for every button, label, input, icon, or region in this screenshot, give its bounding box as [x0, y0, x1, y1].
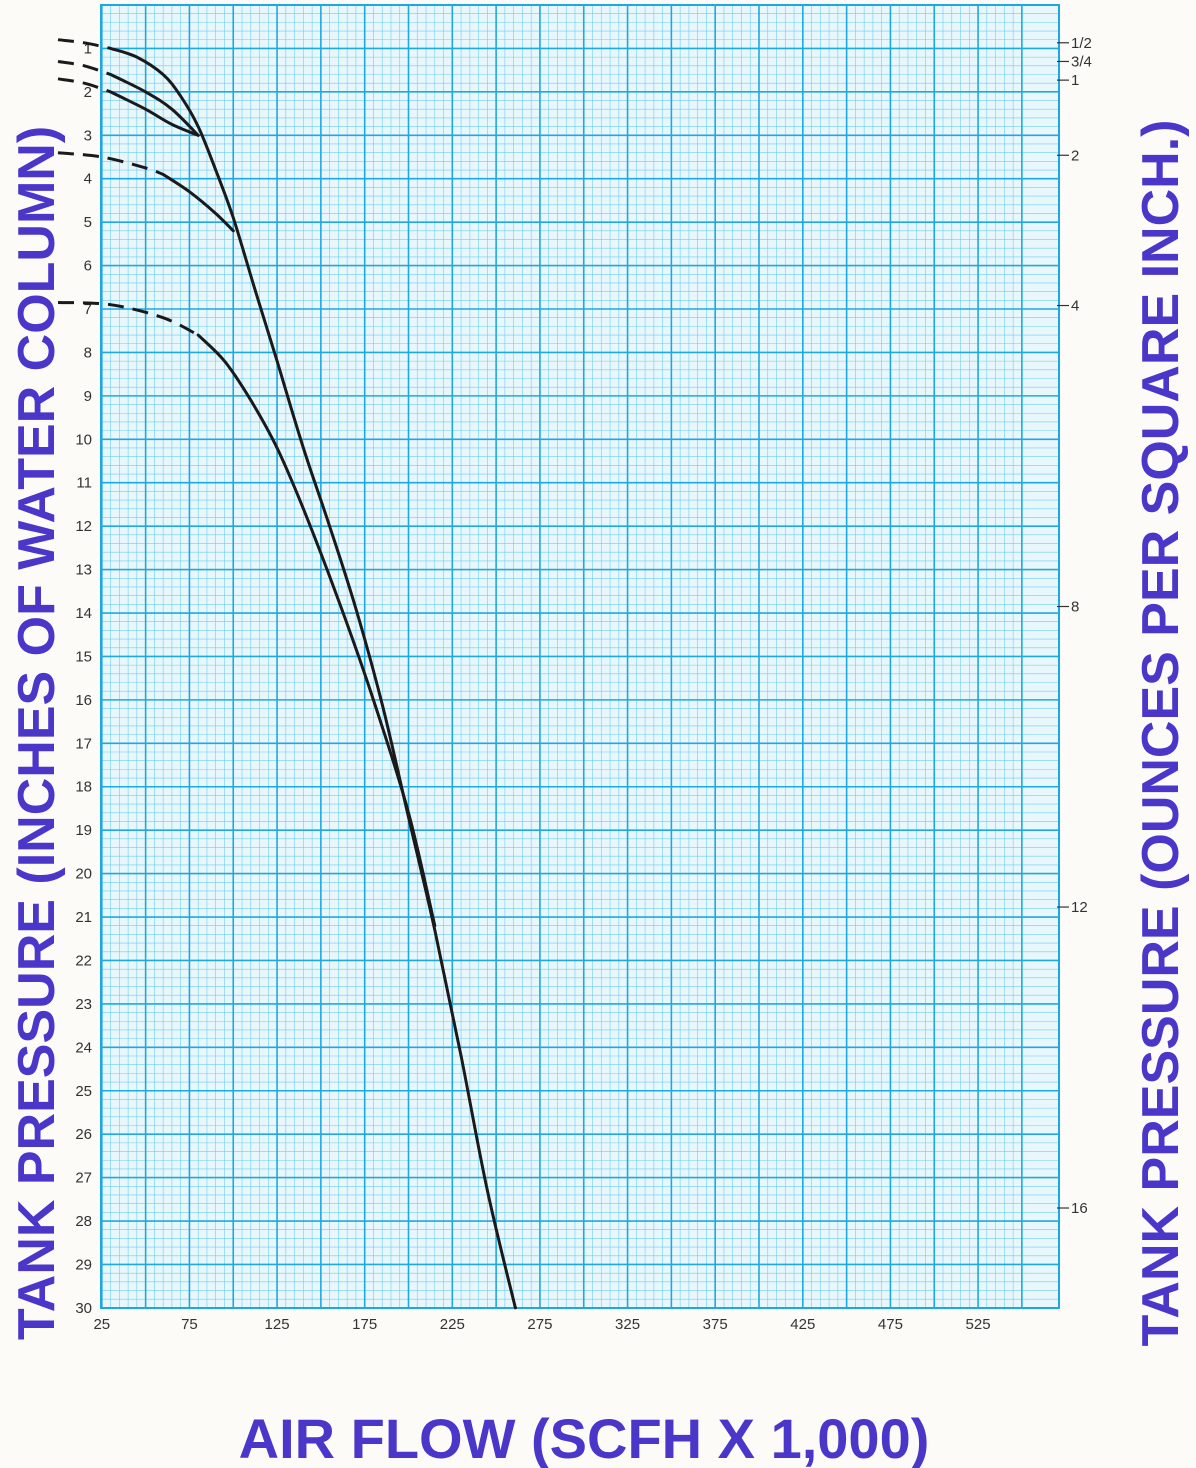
y2-tick-label: 8 [1071, 599, 1079, 616]
y2-tick-label: 2 [1071, 147, 1079, 164]
y-tick-label: 16 [75, 692, 92, 709]
y-tick-label: 26 [75, 1126, 92, 1143]
x-tick-label: 325 [615, 1316, 640, 1333]
x-tick-label: 375 [703, 1316, 728, 1333]
plot-frame [100, 4, 1060, 1309]
y-tick-label: 14 [75, 605, 92, 622]
grid-major [101, 4, 1059, 1309]
y2-axis-title: TANK PRESSURE (OUNCES PER SQUARE INCH.) [1132, 120, 1190, 1347]
y-tick-label: 27 [75, 1170, 92, 1187]
y-tick-labels: 1234567891011121314151617181920212223242… [75, 40, 92, 1316]
y-tick-label: 29 [75, 1256, 92, 1273]
y-tick-label: 12 [75, 518, 92, 535]
y-tick-label: 13 [75, 562, 92, 579]
y2-tick-label: 16 [1071, 1200, 1088, 1217]
y2-tick-label: 3/4 [1071, 53, 1092, 70]
y-tick-label: 18 [75, 779, 92, 796]
x-axis-title: AIR FLOW (SCFH X 1,000) [239, 1407, 930, 1468]
curve-5-dashed-segment [57, 301, 199, 337]
y-tick-label: 24 [75, 1039, 92, 1056]
y-tick-label: 28 [75, 1213, 92, 1230]
y-tick-label: 6 [84, 258, 92, 275]
curve-2-dashed-segment [57, 60, 112, 76]
x-tick-label: 25 [93, 1316, 110, 1333]
x-tick-labels: 25 75 125 175 225 275 325 375 425 475 525 [93, 1316, 990, 1333]
y-tick-label: 11 [76, 475, 92, 492]
y2-tick-label: 1 [1071, 72, 1079, 89]
y-tick-label: 21 [75, 909, 92, 926]
curve-1-solid-segment [109, 46, 517, 1310]
x-tick-label: 525 [966, 1316, 991, 1333]
y-tick-label: 8 [84, 344, 92, 361]
y-tick-label: 25 [75, 1083, 92, 1100]
y2-tick-label: 1/2 [1071, 35, 1092, 52]
y-tick-label: 5 [84, 214, 92, 231]
curves [57, 38, 517, 1310]
curve-5-solid-segment [196, 333, 437, 928]
curve-2-solid-segment [109, 73, 200, 137]
x-tick-label: 225 [440, 1316, 465, 1333]
y-tick-label: 22 [75, 952, 92, 969]
y-tick-label: 7 [84, 301, 92, 318]
x-tick-label: 475 [878, 1316, 903, 1333]
y2-tick-label: 12 [1071, 899, 1088, 916]
y-tick-label: 20 [75, 866, 92, 883]
x-tick-label: 275 [527, 1316, 552, 1333]
y-tick-label: 3 [84, 127, 92, 144]
y-axis-title: TANK PRESSURE (INCHES OF WATER COLUMN) [8, 126, 66, 1340]
x-tick-label: 75 [181, 1316, 198, 1333]
y-tick-label: 9 [84, 388, 92, 405]
x-tick-label: 425 [790, 1316, 815, 1333]
x-tick-label: 125 [265, 1316, 290, 1333]
y2-tick-label: 4 [1071, 298, 1079, 315]
y-tick-label: 1 [84, 40, 92, 57]
y-tick-label: 4 [84, 171, 92, 188]
x-tick-label: 175 [352, 1316, 377, 1333]
y-tick-label: 30 [75, 1300, 92, 1317]
curve-3-solid-segment [109, 90, 200, 137]
curve-3-dashed-segment [57, 77, 112, 94]
curve-1-dashed-segment [57, 38, 111, 50]
y-tick-label: 19 [75, 822, 92, 839]
y-tick-label: 10 [75, 431, 92, 448]
y-tick-label: 23 [75, 996, 92, 1013]
y-tick-label: 15 [75, 648, 92, 665]
curve-4-dashed-segment [57, 151, 164, 176]
curve-4-solid-segment [161, 172, 235, 233]
y-tick-label: 17 [75, 735, 92, 752]
y-tick-label: 2 [84, 84, 92, 101]
